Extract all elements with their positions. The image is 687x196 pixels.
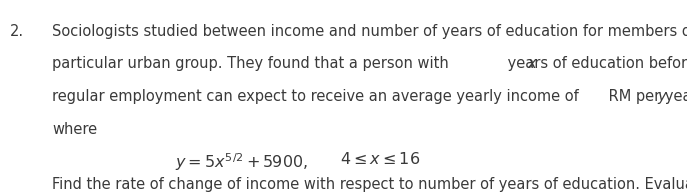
Text: y: y xyxy=(657,89,666,104)
Text: Find the rate of change of income with respect to number of years of education. : Find the rate of change of income with r… xyxy=(52,177,687,192)
Text: 2.: 2. xyxy=(10,24,24,39)
Text: Sociologists studied between income and number of years of education for members: Sociologists studied between income and … xyxy=(52,24,687,39)
Text: RM per year,: RM per year, xyxy=(604,89,687,104)
Text: x: x xyxy=(528,56,536,71)
Text: particular urban group. They found that a person with: particular urban group. They found that … xyxy=(52,56,453,71)
Text: $y = 5x^{5/2} + 5900,$: $y = 5x^{5/2} + 5900,$ xyxy=(175,151,308,173)
Text: where: where xyxy=(52,122,97,138)
Text: regular employment can expect to receive an average yearly income of: regular employment can expect to receive… xyxy=(52,89,583,104)
Text: years of education before seeking: years of education before seeking xyxy=(504,56,687,71)
Text: $4 \leq x \leq 16$: $4 \leq x \leq 16$ xyxy=(340,151,420,167)
